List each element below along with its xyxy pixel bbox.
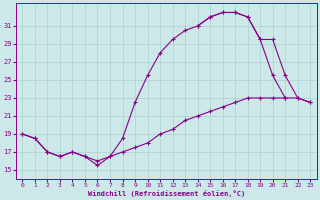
X-axis label: Windchill (Refroidissement éolien,°C): Windchill (Refroidissement éolien,°C): [88, 190, 245, 197]
